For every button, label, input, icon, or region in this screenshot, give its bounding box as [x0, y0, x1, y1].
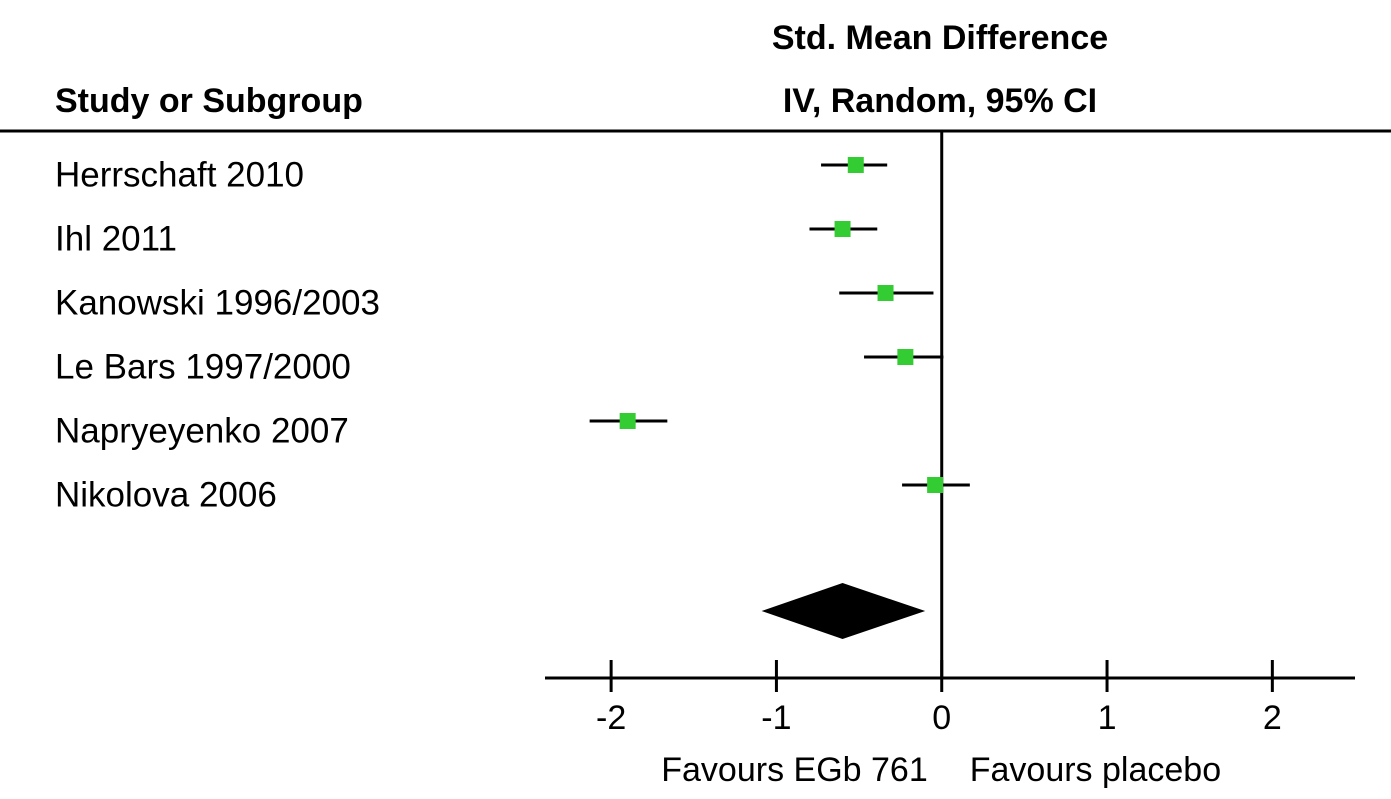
- x-label-right: Favours placebo: [970, 751, 1221, 789]
- point-estimate: [847, 157, 864, 173]
- x-tick-label: 1: [1098, 699, 1117, 737]
- column-header: Study or Subgroup: [55, 82, 363, 120]
- study-label: Napryeyenko 2007: [55, 411, 349, 450]
- study-label: Ihl 2011: [55, 219, 177, 258]
- x-label-left: Favours EGb 761: [661, 751, 927, 789]
- summary-diamond: [761, 583, 926, 639]
- study-label: Le Bars 1997/2000: [55, 347, 351, 386]
- x-tick-label: 2: [1263, 699, 1282, 737]
- point-estimate: [877, 285, 894, 301]
- study-label: Nikolova 2006: [55, 475, 277, 514]
- point-estimate: [619, 413, 636, 429]
- study-label: Kanowski 1996/2003: [55, 283, 380, 322]
- title-line-2: IV, Random, 95% CI: [783, 82, 1097, 120]
- x-tick-label: -1: [761, 699, 791, 737]
- point-estimate: [897, 349, 914, 365]
- point-estimate: [834, 221, 851, 237]
- study-label: Herrschaft 2010: [55, 155, 304, 194]
- title-line-1: Std. Mean Difference: [772, 19, 1108, 57]
- x-tick-label: -2: [596, 699, 626, 737]
- x-tick-label: 0: [932, 699, 951, 737]
- point-estimate: [927, 477, 944, 493]
